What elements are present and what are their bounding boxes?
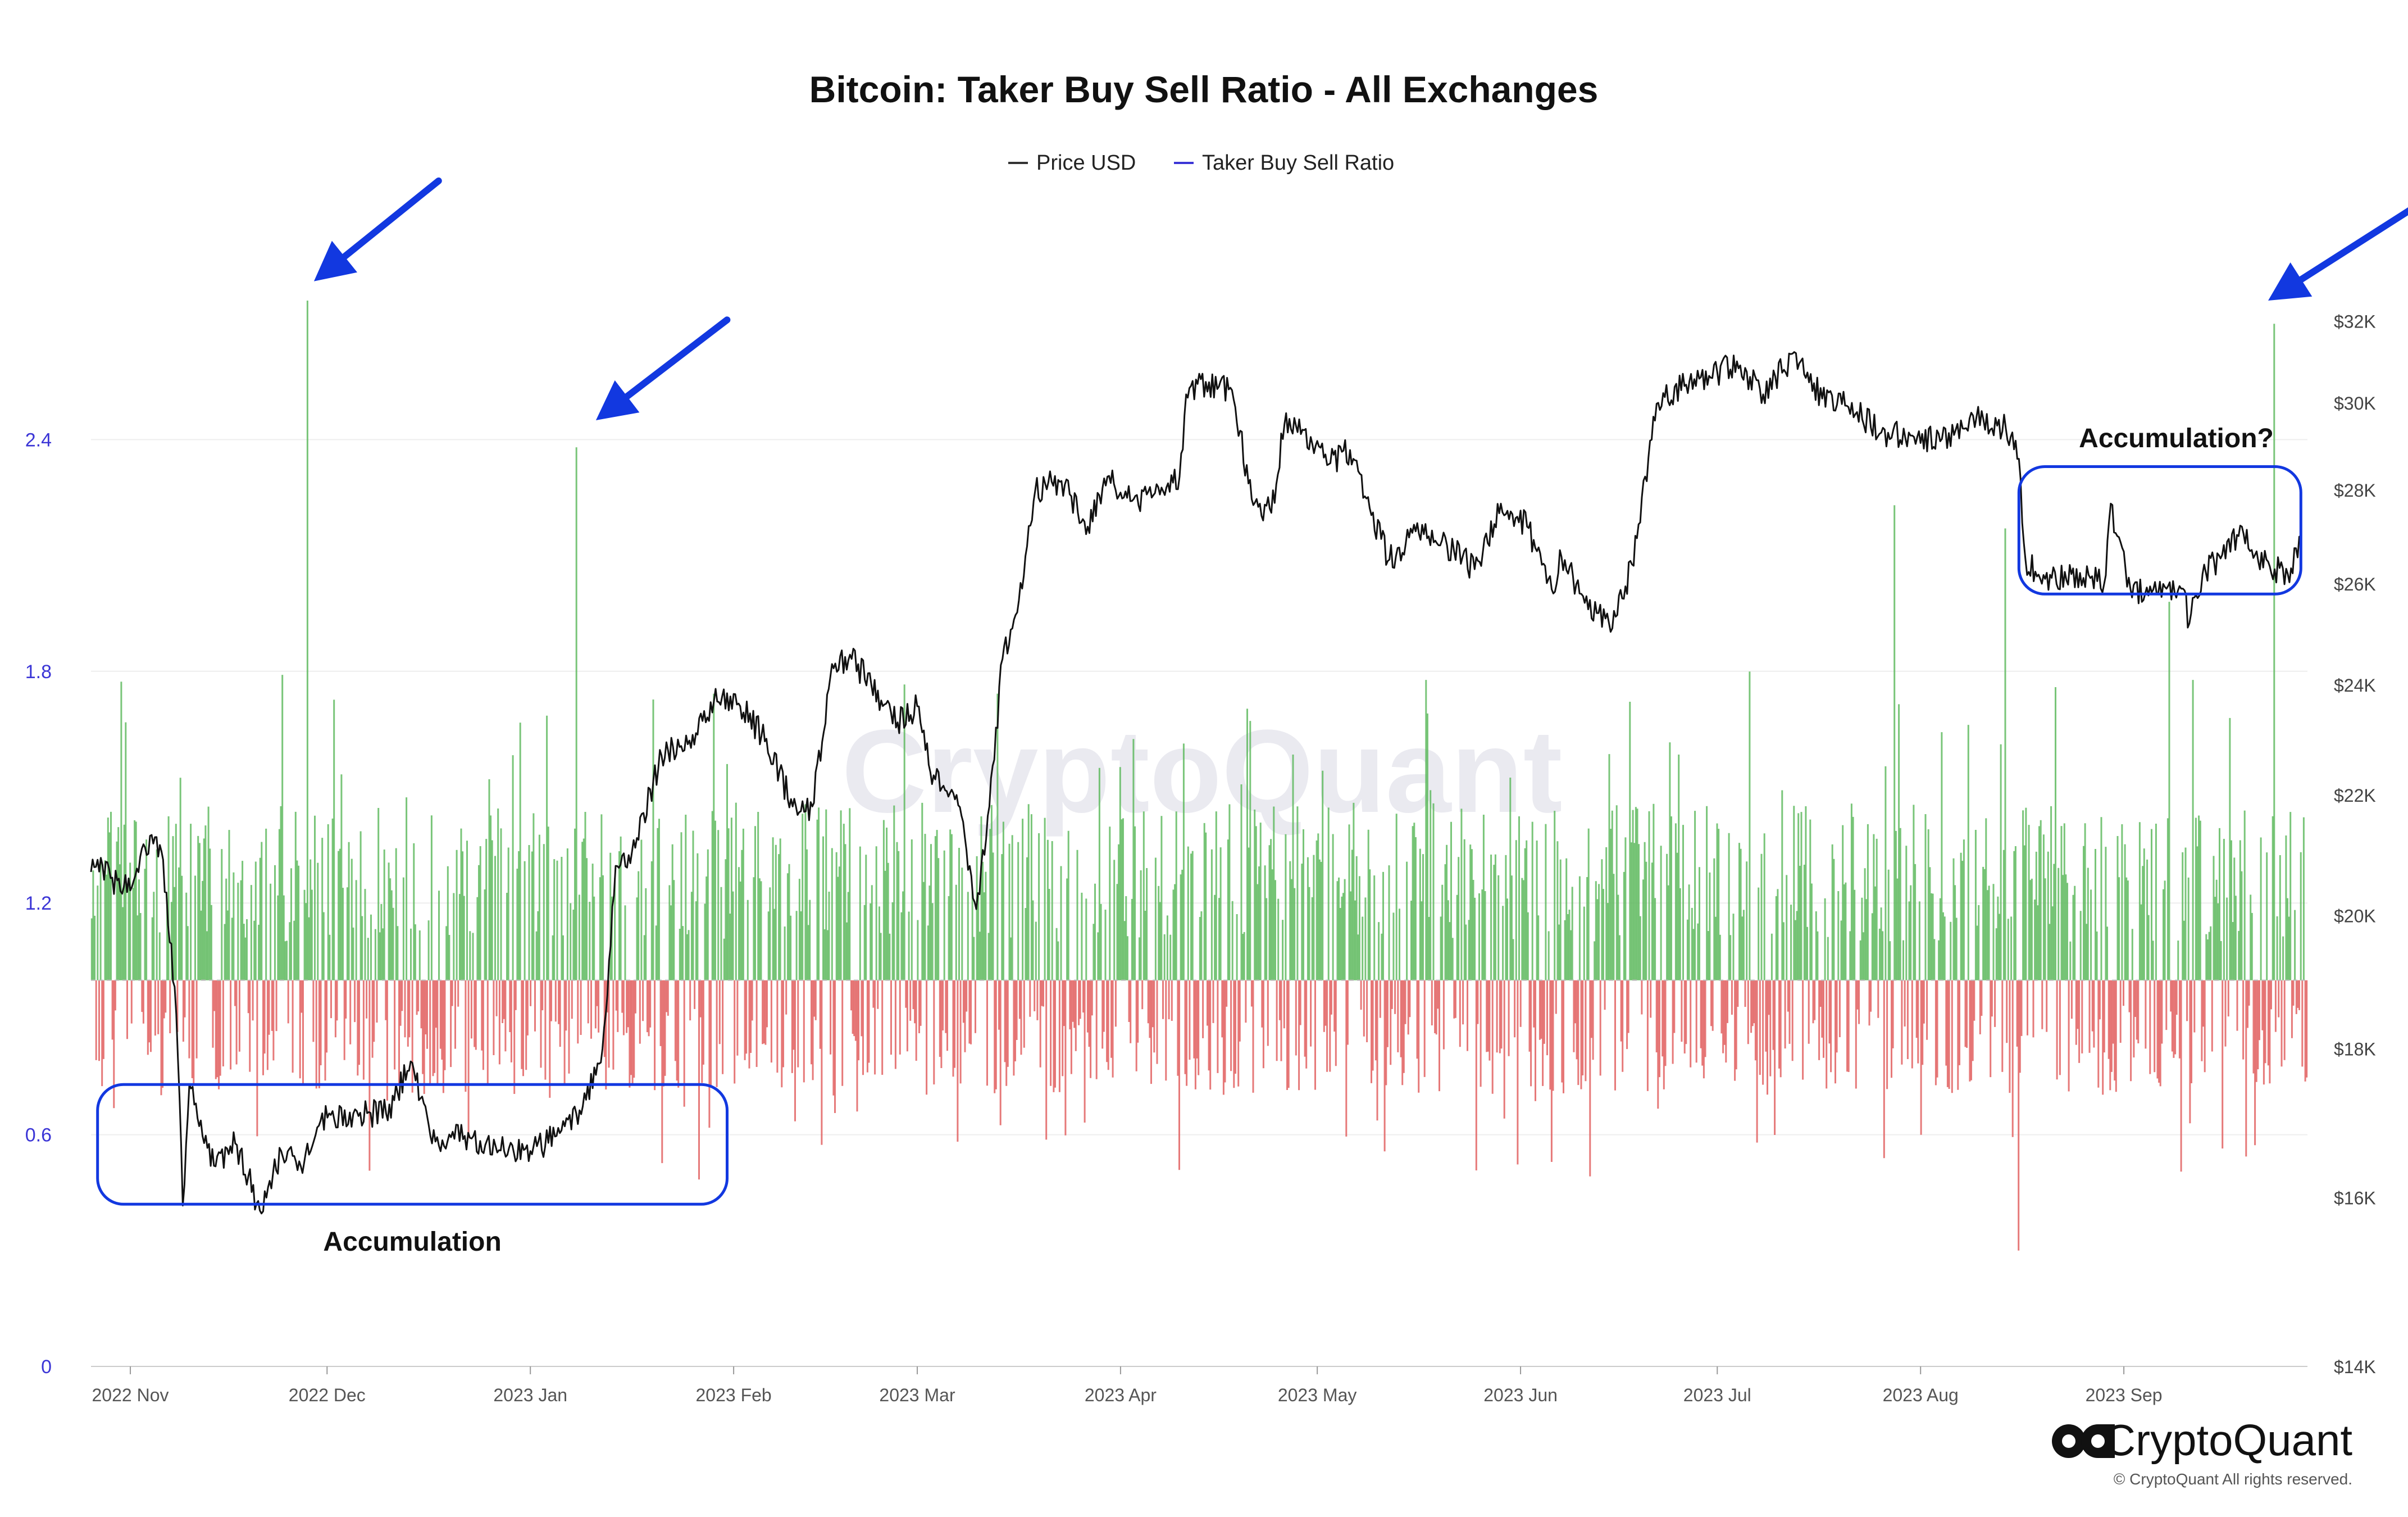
legend: Price USD Taker Buy Sell Ratio xyxy=(1008,151,1394,175)
y-left-tick-label: 1.2 xyxy=(25,893,52,914)
x-tick-label: 2023 Mar xyxy=(879,1385,955,1405)
arrow-icon xyxy=(595,316,731,420)
branding: CryptoQuant © CryptoQuant All rights res… xyxy=(2052,1415,2352,1488)
y-right-tick-label: $14K xyxy=(2334,1357,2376,1377)
axes: 0 0.6 1.2 1.8 2.4 $14K $16K $18K $20K $22K $24K $26… xyxy=(25,312,2376,1405)
y-right-tick-label: $30K xyxy=(2334,393,2376,414)
brand-logo-text: CryptoQuant xyxy=(2104,1415,2353,1465)
arrow-icon xyxy=(313,177,442,281)
annotations: Accumulation Accumulation? xyxy=(96,177,2408,1257)
annotation-box-accumulation-q xyxy=(2017,465,2302,596)
price-line xyxy=(90,351,2301,1215)
x-tick-label: 2023 Feb xyxy=(695,1385,771,1405)
x-tick-label: 2023 Aug xyxy=(1883,1385,1959,1405)
x-tick-label: 2022 Nov xyxy=(92,1385,169,1405)
x-tick-label: 2022 Dec xyxy=(289,1385,366,1405)
y-right-tick-label: $24K xyxy=(2334,675,2376,696)
x-tick-label: 2023 Apr xyxy=(1085,1385,1157,1405)
y-left-tick-label: 1.8 xyxy=(25,661,52,683)
x-tick-label: 2023 Sep xyxy=(2086,1385,2163,1405)
copyright-text: © CryptoQuant All rights reserved. xyxy=(2114,1470,2352,1488)
ratio-bars xyxy=(90,301,2308,1251)
y-right-tick-label: $22K xyxy=(2334,785,2376,806)
x-tick-label: 2023 Jul xyxy=(1683,1385,1751,1405)
y-right-tick-label: $20K xyxy=(2334,906,2376,926)
cryptoquant-logo-icon xyxy=(2052,1424,2115,1458)
legend-label-price[interactable]: Price USD xyxy=(1036,151,1136,175)
annotation-box-accumulation xyxy=(96,1083,729,1206)
y-left-tick-label: 0.6 xyxy=(25,1125,52,1146)
y-left-tick-label: 2.4 xyxy=(25,429,52,451)
y-right-tick-label: $16K xyxy=(2334,1188,2376,1209)
x-tick-label: 2023 May xyxy=(1278,1385,1357,1405)
watermark: CryptoQuant xyxy=(841,705,1562,837)
y-right-tick-label: $18K xyxy=(2334,1039,2376,1059)
x-tick-label: 2023 Jun xyxy=(1483,1385,1558,1405)
y-right-tick-label: $26K xyxy=(2334,574,2376,594)
price-series xyxy=(90,351,2301,1215)
x-tick-label: 2023 Jan xyxy=(493,1385,567,1405)
annotation-label-accumulation: Accumulation xyxy=(323,1227,501,1257)
arrow-icon xyxy=(2268,207,2408,301)
y-left-tick-label: 0 xyxy=(41,1356,52,1378)
annotation-label-accumulation-q: Accumulation? xyxy=(2079,424,2274,453)
chart-title: Bitcoin: Taker Buy Sell Ratio - All Exch… xyxy=(809,69,1599,110)
legend-label-ratio[interactable]: Taker Buy Sell Ratio xyxy=(1202,151,1394,175)
y-right-tick-label: $28K xyxy=(2334,480,2376,501)
y-right-tick-label: $32K xyxy=(2334,312,2376,332)
